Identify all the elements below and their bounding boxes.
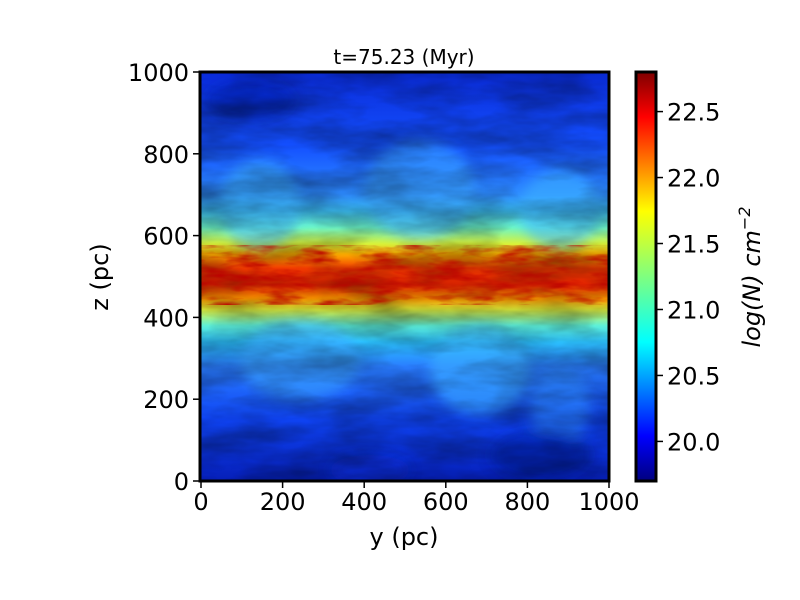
y-axis-ticks: 0 200 400 600 800 1000	[128, 59, 200, 496]
y-axis-label: z (pc)	[86, 243, 114, 310]
colorbar	[636, 72, 656, 481]
midplane-filaments	[201, 245, 609, 305]
y-tick-label: 200	[143, 386, 189, 414]
y-tick-label: 600	[143, 223, 189, 251]
colorbar-frame	[634, 70, 658, 483]
x-tick-label: 800	[504, 488, 550, 516]
x-tick-label: 1000	[578, 488, 639, 516]
chart-title: t=75.23 (Myr)	[333, 45, 474, 69]
heatmap	[201, 72, 609, 481]
colorbar-tick-label: 21.0	[667, 296, 720, 324]
y-tick-label: 0	[174, 468, 189, 496]
x-tick-label: 600	[423, 488, 469, 516]
x-axis-ticks: 0 200 400 600 800 1000	[193, 481, 640, 516]
x-tick-label: 0	[193, 488, 208, 516]
colorbar-ticks: 20.0 20.5 21.0 21.5 22.0 22.5	[656, 99, 720, 456]
colorbar-label: log(N) cm−2	[735, 206, 766, 347]
colorbar-tick-label: 20.5	[667, 362, 720, 390]
x-axis-label: y (pc)	[370, 523, 439, 551]
colorbar-tick-label: 22.5	[667, 99, 720, 127]
y-tick-label: 800	[143, 141, 189, 169]
colorbar-tick-label: 22.0	[667, 165, 720, 193]
colorbar-label-exponent: −2	[735, 206, 754, 230]
colorbar-label-text: log(N) cm	[738, 230, 766, 347]
y-tick-label: 1000	[128, 59, 189, 87]
y-tick-label: 400	[143, 304, 189, 332]
x-tick-label: 400	[341, 488, 387, 516]
colorbar-tick-label: 21.5	[667, 231, 720, 259]
x-tick-label: 200	[260, 488, 306, 516]
plot-frame	[198, 70, 611, 483]
colorbar-tick-label: 20.0	[667, 428, 720, 456]
